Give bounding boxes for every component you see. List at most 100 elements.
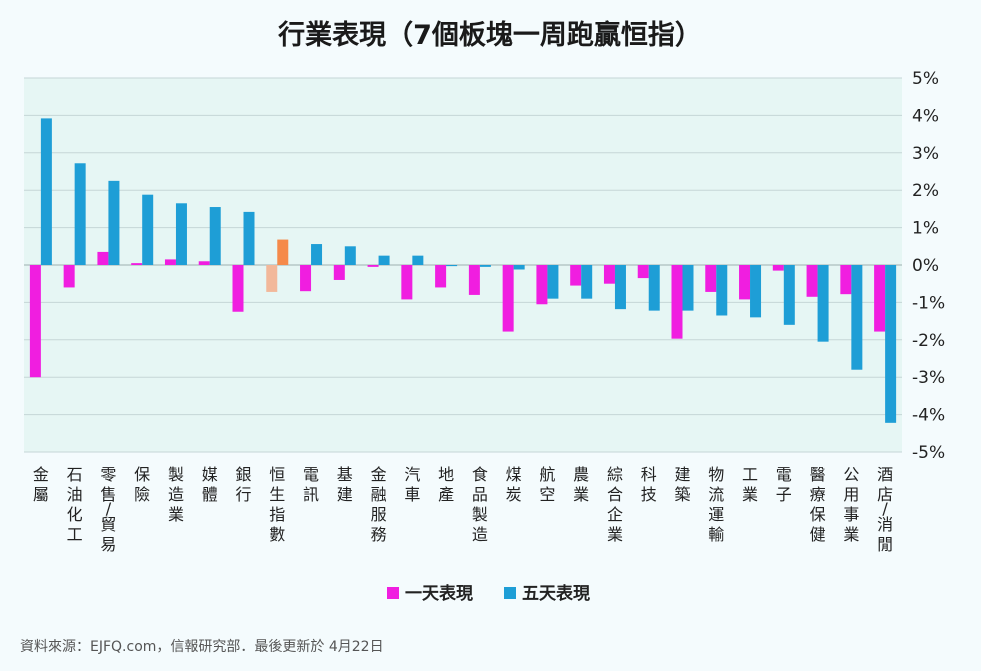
category-label: 媒體	[202, 465, 218, 504]
y-tick-label: 0%	[912, 256, 939, 276]
bar-one-day	[367, 265, 379, 267]
bar-five-day	[547, 265, 559, 299]
bar-five-day	[446, 265, 458, 267]
bar-five-day	[344, 246, 356, 265]
category-label: 綜合企業	[607, 465, 623, 544]
y-tick-label: 1%	[912, 219, 939, 239]
y-tick-label: 2%	[912, 181, 939, 201]
bar-five-day	[175, 203, 187, 265]
category-label: 金屬	[33, 465, 49, 504]
bar-one-day	[637, 265, 649, 279]
bar-five-day	[783, 265, 795, 325]
category-label: 保險	[134, 465, 150, 504]
bar-five-day	[581, 265, 593, 299]
bar-one-day	[739, 265, 751, 300]
bar-one-day	[435, 265, 447, 288]
bar-one-day	[570, 265, 582, 286]
category-label: 電子	[776, 465, 792, 504]
bar-one-day	[840, 265, 852, 295]
y-tick-label: -1%	[912, 293, 945, 313]
bar-one-day	[468, 265, 480, 295]
bar-one-day	[536, 265, 548, 305]
bar-one-day	[401, 265, 413, 300]
y-tick-label: -4%	[912, 406, 945, 426]
y-tick-label: 5%	[912, 69, 939, 89]
bar-five-day	[108, 180, 120, 265]
bar-one-day	[333, 265, 345, 280]
y-axis-ticks: 5% 4% 3% 2% 1% 0% -1% -2% -3% -4% -5%	[912, 69, 945, 463]
category-label: 建築	[674, 465, 690, 504]
bar-one-day	[603, 265, 615, 284]
bar-one-day	[164, 259, 176, 265]
category-label: 基建	[337, 465, 353, 504]
grid-lines	[24, 77, 902, 453]
bar-five-day	[614, 265, 626, 310]
category-label: 酒店/消閒	[877, 465, 893, 554]
bar-one-day	[198, 261, 210, 265]
category-label: 恒生指數	[269, 465, 285, 544]
bar-one-day	[705, 265, 717, 292]
category-label: 煤炭	[506, 465, 522, 504]
legend-label-one-day: 一天表現	[405, 583, 473, 604]
bar-five-day	[648, 265, 660, 311]
legend-swatch-one-day	[387, 587, 399, 599]
bar-five-day	[277, 239, 289, 265]
category-label: 科技	[641, 465, 657, 504]
category-label: 醫療保健	[810, 465, 826, 544]
bar-five-day	[885, 265, 897, 423]
category-label: 公用事業	[843, 465, 859, 544]
category-label: 金融服務	[371, 465, 387, 544]
bar-five-day	[851, 265, 863, 370]
category-label: 航空	[539, 465, 555, 504]
category-label: 汽車	[404, 465, 420, 504]
bar-five-day	[142, 194, 154, 265]
y-tick-label: 3%	[912, 144, 939, 164]
legend-label-five-day: 五天表現	[522, 583, 590, 604]
legend: 一天表現 五天表現	[387, 583, 590, 604]
bars	[29, 118, 897, 423]
bar-five-day	[513, 265, 525, 270]
bar-one-day	[806, 265, 818, 297]
bar-one-day	[300, 265, 312, 292]
bar-five-day	[817, 265, 829, 342]
bar-five-day	[209, 207, 221, 265]
category-label: 製造業	[168, 465, 184, 524]
bar-one-day	[502, 265, 514, 332]
category-label: 石油化工	[67, 465, 83, 544]
y-tick-label: -5%	[912, 443, 945, 463]
bar-one-day	[232, 265, 244, 312]
bar-five-day	[412, 255, 424, 265]
category-label: 地產	[438, 465, 454, 504]
bar-one-day	[874, 265, 886, 332]
y-tick-label: -2%	[912, 331, 945, 351]
bar-one-day	[266, 265, 278, 292]
bar-five-day	[311, 244, 323, 265]
category-label: 工業	[742, 465, 758, 504]
bar-one-day	[97, 251, 109, 265]
y-tick-label: -3%	[912, 368, 945, 388]
category-label: 零售/貿易	[100, 465, 116, 554]
bar-five-day	[243, 211, 255, 265]
bar-five-day	[74, 163, 86, 265]
category-label: 農業	[573, 465, 589, 504]
category-label: 銀行	[235, 465, 251, 504]
bar-one-day	[63, 265, 75, 288]
bar-one-day	[29, 265, 41, 378]
category-label: 物流運輸	[708, 465, 724, 544]
bar-five-day	[750, 265, 762, 318]
bar-one-day	[671, 265, 683, 339]
source-note: 資料來源：EJFQ.com，信報研究部．最後更新於 4月22日	[20, 639, 384, 655]
bar-five-day	[378, 255, 390, 265]
bar-five-day	[682, 265, 694, 311]
chart-title: 行業表現（7個板塊一周跑贏恒指）	[277, 19, 702, 51]
bar-five-day	[40, 118, 52, 265]
bar-five-day	[716, 265, 728, 316]
category-label: 食品製造	[472, 465, 488, 544]
bar-five-day	[479, 265, 491, 267]
y-tick-label: 4%	[912, 106, 939, 126]
legend-swatch-five-day	[504, 587, 516, 599]
category-label: 電訊	[303, 465, 319, 504]
bar-one-day	[131, 263, 143, 265]
